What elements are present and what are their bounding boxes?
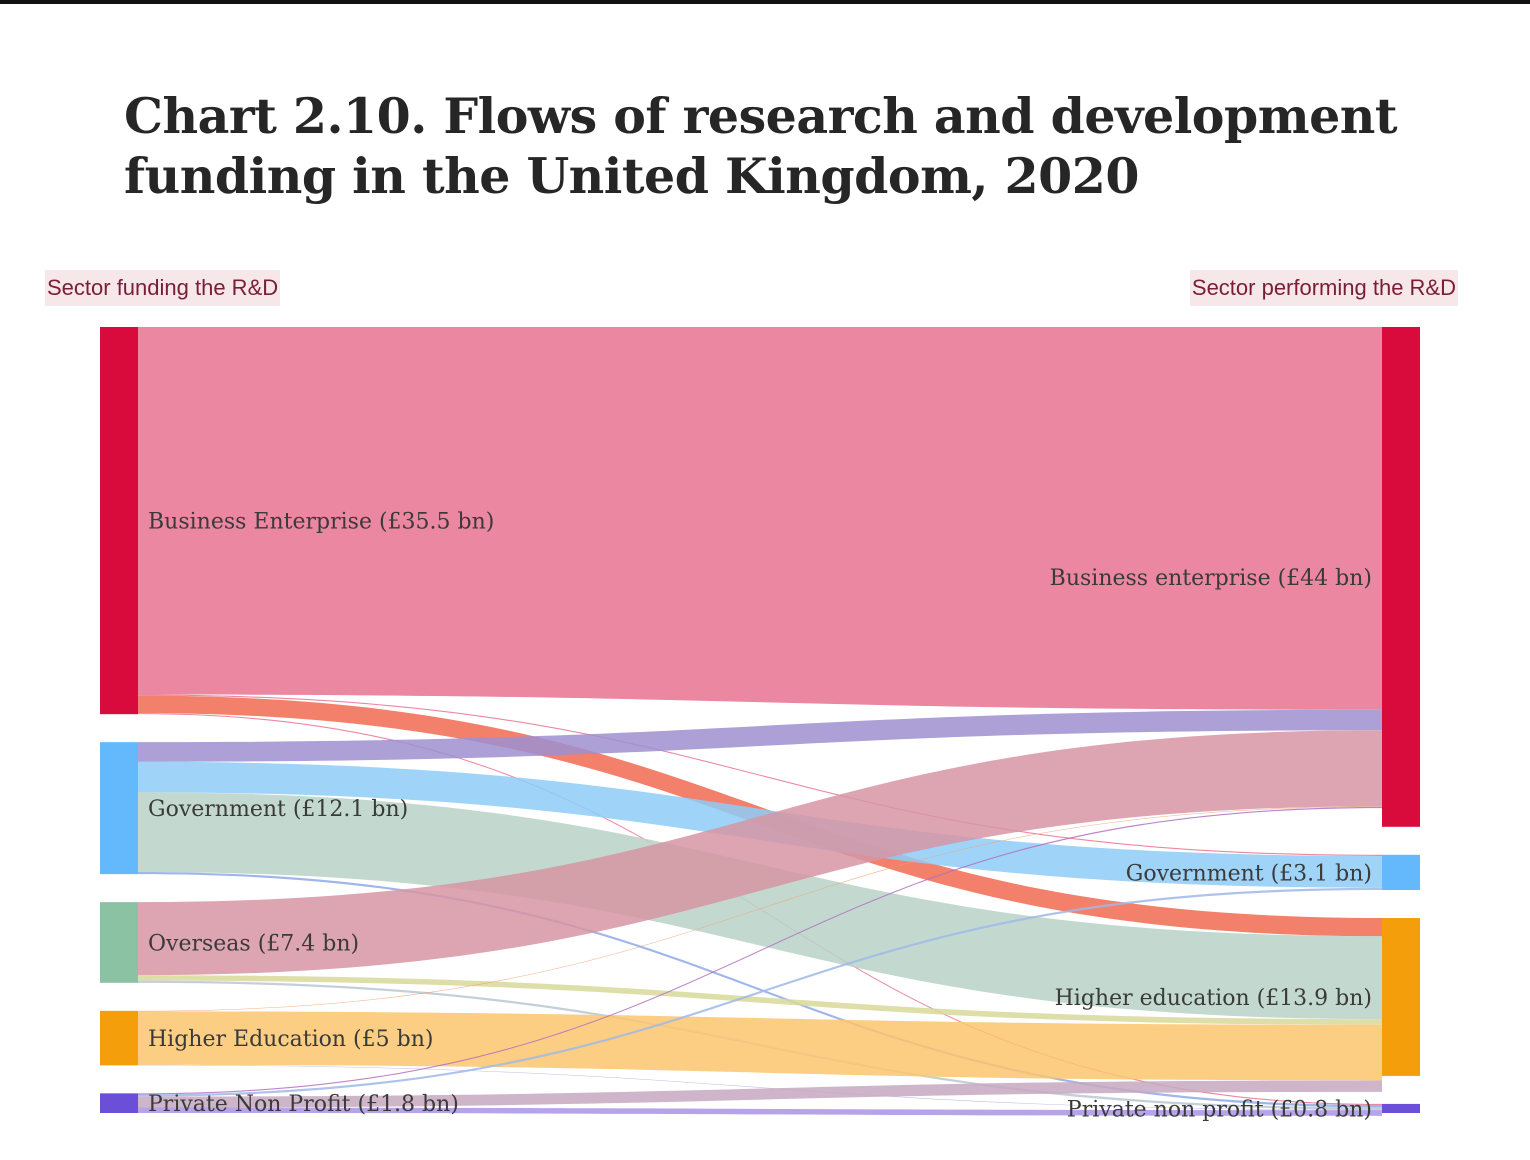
source-node	[100, 902, 138, 983]
sankey-link	[138, 694, 1382, 856]
sankey-link	[138, 806, 1382, 1095]
target-node-label: Private non profit (£0.8 bn)	[1067, 1097, 1372, 1122]
sankey-links	[138, 327, 1382, 1116]
source-node-label: Business Enterprise (£35.5 bn)	[148, 510, 494, 535]
sankey-link	[138, 975, 1382, 1025]
source-node	[100, 1093, 138, 1113]
source-node	[100, 742, 138, 875]
sankey-link	[138, 1107, 1382, 1116]
sankey-nodes	[100, 327, 1420, 1113]
source-node-label: Higher Education (£5 bn)	[148, 1027, 433, 1052]
sankey-labels: Business Enterprise (£35.5 bn) Government…	[148, 510, 1372, 1123]
sankey-link	[138, 1064, 1382, 1111]
sankey-link	[138, 871, 1382, 1108]
source-node	[100, 1010, 138, 1066]
sankey-link	[138, 327, 1382, 710]
target-node	[1382, 327, 1420, 827]
top-rule	[0, 0, 1530, 4]
sankey-link	[138, 1080, 1382, 1108]
target-node-label: Business enterprise (£44 bn)	[1050, 566, 1372, 591]
source-node-label: Private Non Profit (£1.8 bn)	[148, 1092, 459, 1117]
left-column-header: Sector funding the R&D	[45, 270, 281, 306]
sankey-link	[138, 792, 1382, 1020]
source-node	[100, 327, 138, 715]
chart-title: Chart 2.10. Flows of research and develo…	[124, 87, 1398, 205]
sankey-link	[138, 806, 1382, 1012]
sankey-link	[138, 730, 1382, 976]
sankey-link	[138, 887, 1382, 1097]
target-node-label: Government (£3.1 bn)	[1126, 861, 1372, 886]
target-node-label: Higher education (£13.9 bn)	[1055, 986, 1372, 1011]
source-node-label: Overseas (£7.4 bn)	[148, 931, 359, 956]
source-node-label: Government (£12.1 bn)	[148, 797, 408, 822]
target-node	[1382, 1103, 1420, 1113]
target-node	[1382, 854, 1420, 891]
right-column-header: Sector performing the R&D	[1189, 270, 1458, 306]
sankey-link	[138, 709, 1382, 762]
target-node	[1382, 918, 1420, 1076]
